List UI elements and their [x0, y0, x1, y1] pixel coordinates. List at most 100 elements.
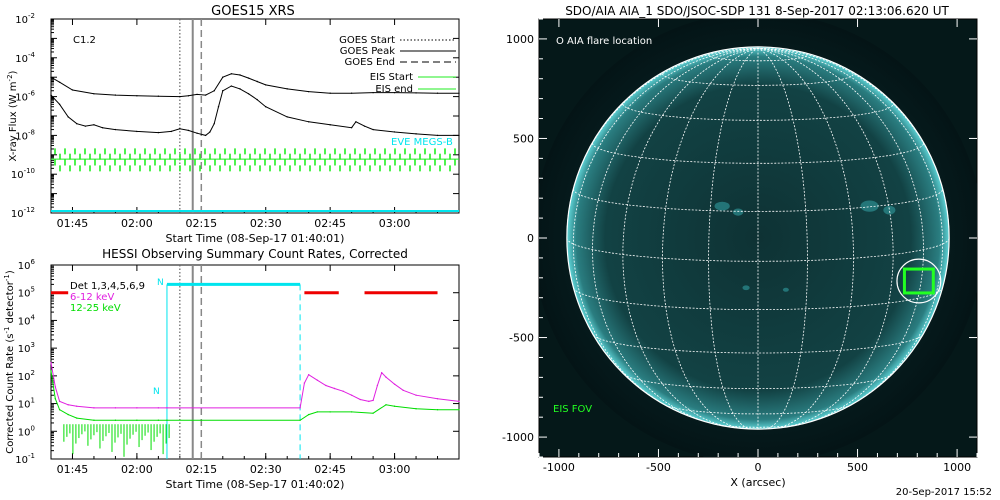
goes-series-2-point: [239, 88, 241, 90]
goes-xlabel: Start Time (08-Sep-17 01:40:01): [166, 232, 345, 245]
active-region: [742, 285, 750, 291]
goes-series-2-point: [196, 132, 198, 134]
hessi-series-2-point: [436, 409, 439, 411]
hessi-panel: HESSI Observing Summary Count Rates, Cor…: [3, 247, 460, 491]
goes-ytick-base: 10: [15, 93, 28, 104]
hessi-ytick-base: 10: [18, 316, 31, 327]
goes-series-1-point: [114, 94, 117, 96]
hessi-ytick-label: 105: [18, 286, 35, 300]
hessi-legend: Det 1,3,4,5,6,9 6-12 keV 12-25 keV: [70, 281, 145, 314]
hessi-ylabel-text: Corrected Count Rate (s: [5, 334, 16, 454]
goes-xtick-label: 02:30: [250, 217, 282, 230]
goes-ylabel: X-ray Flux (W m-2): [6, 70, 19, 161]
hessi-series-1-point: [166, 407, 168, 409]
hessi-ytick-exp: 5: [31, 286, 35, 294]
goes-ytick-label: 10-8: [15, 128, 35, 142]
latitude-line: [573, 287, 943, 310]
hessi-ytick-label: 101: [18, 397, 35, 411]
hessi-series-1-point: [402, 389, 404, 392]
goes-series-2-point: [350, 126, 353, 129]
aia-panel: SDO/AIA AIA_1 SDO/JSOC-SDP 131 8-Sep-201…: [502, 4, 978, 489]
goes-series-2-point: [170, 130, 172, 133]
goes-class-label: C1.2: [73, 35, 96, 46]
goes-series-2-point: [101, 126, 104, 129]
hessi-series-2-point: [393, 405, 396, 407]
aia-xtick-label: -1000: [543, 461, 575, 474]
goes-ytick-label: 10-4: [15, 51, 35, 65]
hessi-series-1-point: [458, 400, 460, 403]
goes-series-1-point: [58, 81, 61, 83]
hessi-ylabel: Corrected Count Rate (s-1 detector-1): [3, 270, 16, 454]
hessi-ylabel-mid: detector: [5, 280, 16, 326]
hessi-ytick-exp: 1: [31, 397, 35, 405]
legend-eis-start: EIS Start: [370, 72, 413, 83]
hessi-series-1-point: [299, 407, 301, 409]
goes-ytick-base: 10: [11, 170, 24, 181]
goes-series-group: [50, 73, 460, 137]
latitude-line: [566, 237, 950, 262]
hessi-series-1-point: [342, 390, 344, 392]
aia-flare-location-marker: [896, 258, 942, 304]
goes-ytick-label: 10-12: [11, 206, 35, 220]
hessi-series-2-point: [299, 419, 301, 421]
hessi-series-2-point: [316, 411, 318, 413]
goes-series-2-point: [286, 116, 288, 118]
goes-series-2-point: [157, 131, 160, 134]
hessi-series-2-point: [385, 404, 387, 406]
hessi-series-2-point: [329, 411, 331, 413]
hessi-ytick-label: 102: [18, 369, 35, 383]
goes-series-1-point: [458, 92, 460, 94]
aia-flare-legend: O AIA flare location: [556, 36, 652, 47]
legend-goes-start: GOES Start: [339, 35, 395, 46]
hessi-ytick-exp: 3: [31, 341, 35, 349]
latitude-line: [662, 73, 854, 86]
aia-title: SDO/AIA AIA_1 SDO/JSOC-SDP 131 8-Sep-201…: [565, 4, 949, 18]
aia-axes: -1000 -500 0 500 1000 1000 500 0 -500 -1000: [502, 18, 978, 474]
goes-series-1-point: [307, 90, 310, 93]
goes-series-1-point: [415, 92, 417, 94]
latitude-line: [623, 374, 893, 389]
goes-series-1-point: [93, 93, 95, 95]
aia-xtick-label: 1000: [943, 461, 971, 474]
hessi-night-label: N: [157, 278, 164, 288]
hessi-series-group: [50, 361, 460, 457]
goes-xtick-label: 01:45: [57, 217, 89, 230]
goes-series-2-point: [93, 124, 95, 126]
goes-series-2-point: [372, 128, 374, 131]
hessi-xtick-label: 03:00: [379, 463, 411, 476]
goes-series-1-point: [239, 74, 241, 76]
goes-series-2-point: [458, 134, 460, 137]
goes-series-2-point: [265, 106, 267, 108]
hessi-series-1-point: [114, 407, 117, 409]
hessi-ylabel-sup: -1: [3, 327, 11, 334]
goes-series-1-point: [196, 93, 198, 96]
hessi-series-1-point: [316, 379, 318, 381]
hessi-ylabel-close: ): [5, 270, 16, 274]
goes-series-1-point: [286, 88, 288, 90]
hessi-series-1-point: [157, 407, 160, 409]
goes-series-2-point: [217, 106, 220, 108]
aia-xtick-label: -500: [646, 461, 671, 474]
goes-ytick-base: 10: [15, 54, 28, 65]
goes-xtick-label: 03:00: [379, 217, 411, 230]
goes-series-2-point: [363, 125, 366, 127]
goes-series-2-point: [247, 93, 250, 95]
hessi-ytick-exp: -1: [28, 452, 35, 460]
hessi-ytick-exp: 4: [31, 313, 36, 321]
goes-series-2-point: [256, 98, 258, 101]
active-region: [732, 208, 744, 216]
goes-xtick-label: 02:00: [121, 217, 153, 230]
goes-marker-lines: [179, 19, 203, 213]
goes-series-2-point: [179, 128, 181, 130]
hessi-series-1-point: [368, 400, 370, 403]
longitude-line: [572, 47, 759, 412]
hessi-series-2-point: [415, 408, 417, 410]
goes-series-1-point: [247, 77, 250, 79]
goes-series-2-point: [436, 134, 439, 137]
hessi-ytick-base: 10: [15, 455, 28, 466]
goes-series-1-point: [372, 91, 374, 94]
goes-series-2-point: [204, 134, 207, 137]
goes-ytick-exp: -2: [28, 12, 35, 20]
goes-series-1-point: [265, 84, 267, 86]
